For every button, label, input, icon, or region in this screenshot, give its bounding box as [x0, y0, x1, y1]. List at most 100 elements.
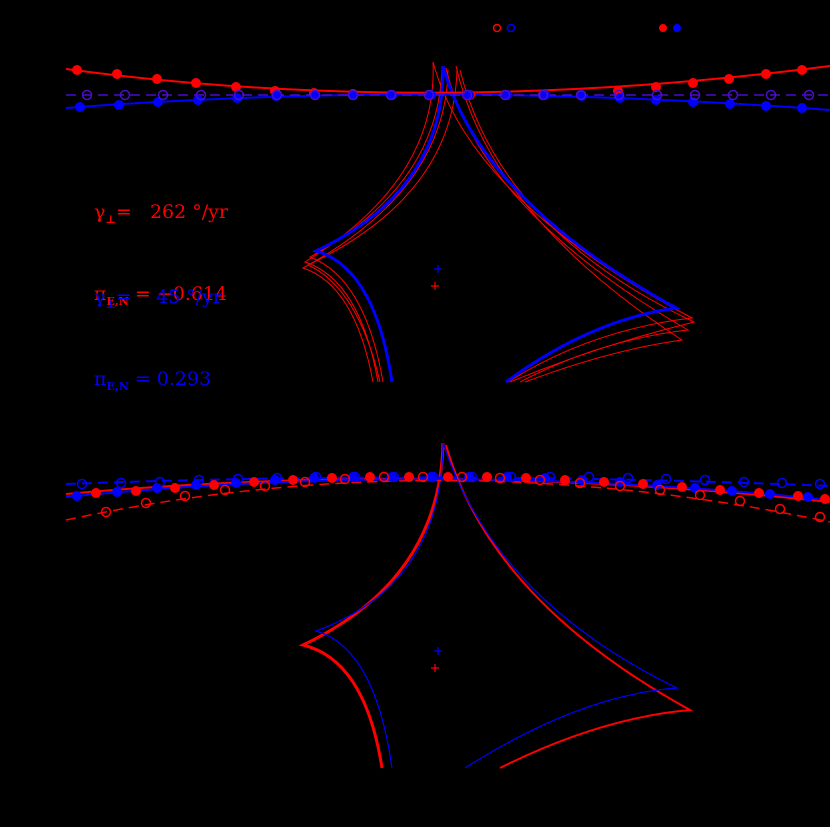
data-point	[534, 474, 546, 486]
top-trajectory-red	[65, 65, 830, 94]
blue-model-parameters: γ⊥= 45 °/yr πE,N = 0.293	[94, 235, 222, 424]
bottom-trajectory-red-dashed	[65, 479, 830, 523]
data-point	[249, 477, 259, 487]
data-point	[521, 473, 531, 483]
data-point	[387, 472, 397, 482]
data-point	[426, 472, 436, 482]
blue-pi-line: πE,N = 0.293	[94, 367, 222, 399]
data-point	[776, 477, 788, 489]
data-point	[765, 89, 777, 101]
red-gamma-line: γ⊥= 262 °/yr	[94, 200, 228, 232]
data-point	[724, 74, 734, 84]
data-point	[131, 486, 141, 496]
pi-symbol: π	[94, 283, 107, 305]
perp-subscript: ⊥	[105, 298, 116, 311]
data-point	[193, 95, 203, 105]
perp-subscript: ⊥	[105, 213, 116, 226]
data-point	[270, 475, 280, 485]
pi-subscript: E,N	[106, 380, 129, 393]
data-point	[233, 89, 245, 101]
data-point	[615, 93, 625, 103]
data-point	[765, 489, 775, 499]
bottom-data-markers	[72, 471, 830, 523]
data-point	[738, 476, 750, 488]
legend-filled-markers	[659, 24, 681, 32]
data-point	[119, 89, 131, 101]
red-pi-line: πE,N = −0.614	[94, 282, 228, 314]
data-point	[560, 475, 570, 485]
data-point	[761, 101, 771, 111]
data-point	[689, 89, 701, 101]
data-point	[725, 99, 735, 109]
legend-open-markers	[492, 23, 516, 33]
bottom-caustics-red	[298, 442, 694, 769]
data-point	[231, 478, 241, 488]
data-point	[112, 69, 122, 79]
data-point	[365, 472, 375, 482]
bottom-source-markers	[431, 647, 442, 672]
data-point	[803, 89, 815, 101]
data-point	[797, 65, 807, 75]
pi-symbol: π	[94, 368, 107, 390]
data-point	[651, 89, 663, 101]
data-point	[638, 479, 648, 489]
gamma-symbol: γ	[94, 201, 106, 223]
data-point	[327, 473, 337, 483]
data-point	[91, 488, 101, 498]
data-point	[599, 477, 609, 487]
data-point	[339, 473, 351, 485]
data-point	[348, 90, 358, 100]
data-point	[803, 492, 813, 502]
data-point	[378, 471, 390, 483]
red-model-parameters: γ⊥= 262 °/yr πE,N = −0.614	[94, 150, 228, 339]
data-point	[715, 485, 725, 495]
data-point	[219, 484, 231, 496]
pi-subscript: E,N	[106, 295, 129, 308]
data-point	[170, 483, 180, 493]
data-point	[814, 511, 826, 523]
data-point	[461, 89, 473, 101]
data-point	[482, 472, 492, 482]
data-point	[72, 491, 82, 501]
data-point	[761, 69, 771, 79]
data-point	[574, 477, 586, 489]
gamma-symbol: γ	[94, 286, 106, 308]
data-point	[575, 89, 587, 101]
top-data-markers	[72, 65, 815, 113]
data-point	[191, 480, 201, 490]
data-point	[191, 78, 201, 88]
data-point	[651, 82, 661, 92]
data-point	[100, 506, 112, 518]
data-point	[385, 89, 397, 101]
data-point	[288, 475, 298, 485]
data-point	[699, 474, 711, 486]
data-point	[677, 482, 687, 492]
data-point	[734, 495, 746, 507]
top-caustics-blue	[311, 65, 681, 384]
data-point	[299, 476, 311, 488]
data-point	[688, 78, 698, 88]
data-point	[347, 89, 359, 101]
data-point	[423, 89, 435, 101]
red-gamma-value: = 262 °/yr	[115, 201, 228, 223]
data-point	[774, 503, 786, 515]
top-source-markers	[431, 265, 442, 290]
data-point	[614, 480, 626, 492]
data-point	[114, 100, 124, 110]
bottom-caustics-blue	[314, 442, 680, 769]
data-point	[75, 102, 85, 112]
data-point	[152, 483, 162, 493]
data-point	[348, 472, 358, 482]
red-pi-value: = −0.614	[128, 283, 228, 305]
data-point	[793, 491, 803, 501]
data-point	[613, 89, 625, 101]
data-point	[652, 480, 662, 490]
data-point	[499, 89, 511, 101]
data-point	[404, 472, 414, 482]
data-point	[797, 103, 807, 113]
data-point	[310, 90, 320, 100]
data-point	[727, 89, 739, 101]
data-point	[660, 473, 672, 485]
data-point	[72, 65, 82, 75]
data-point	[417, 471, 429, 483]
